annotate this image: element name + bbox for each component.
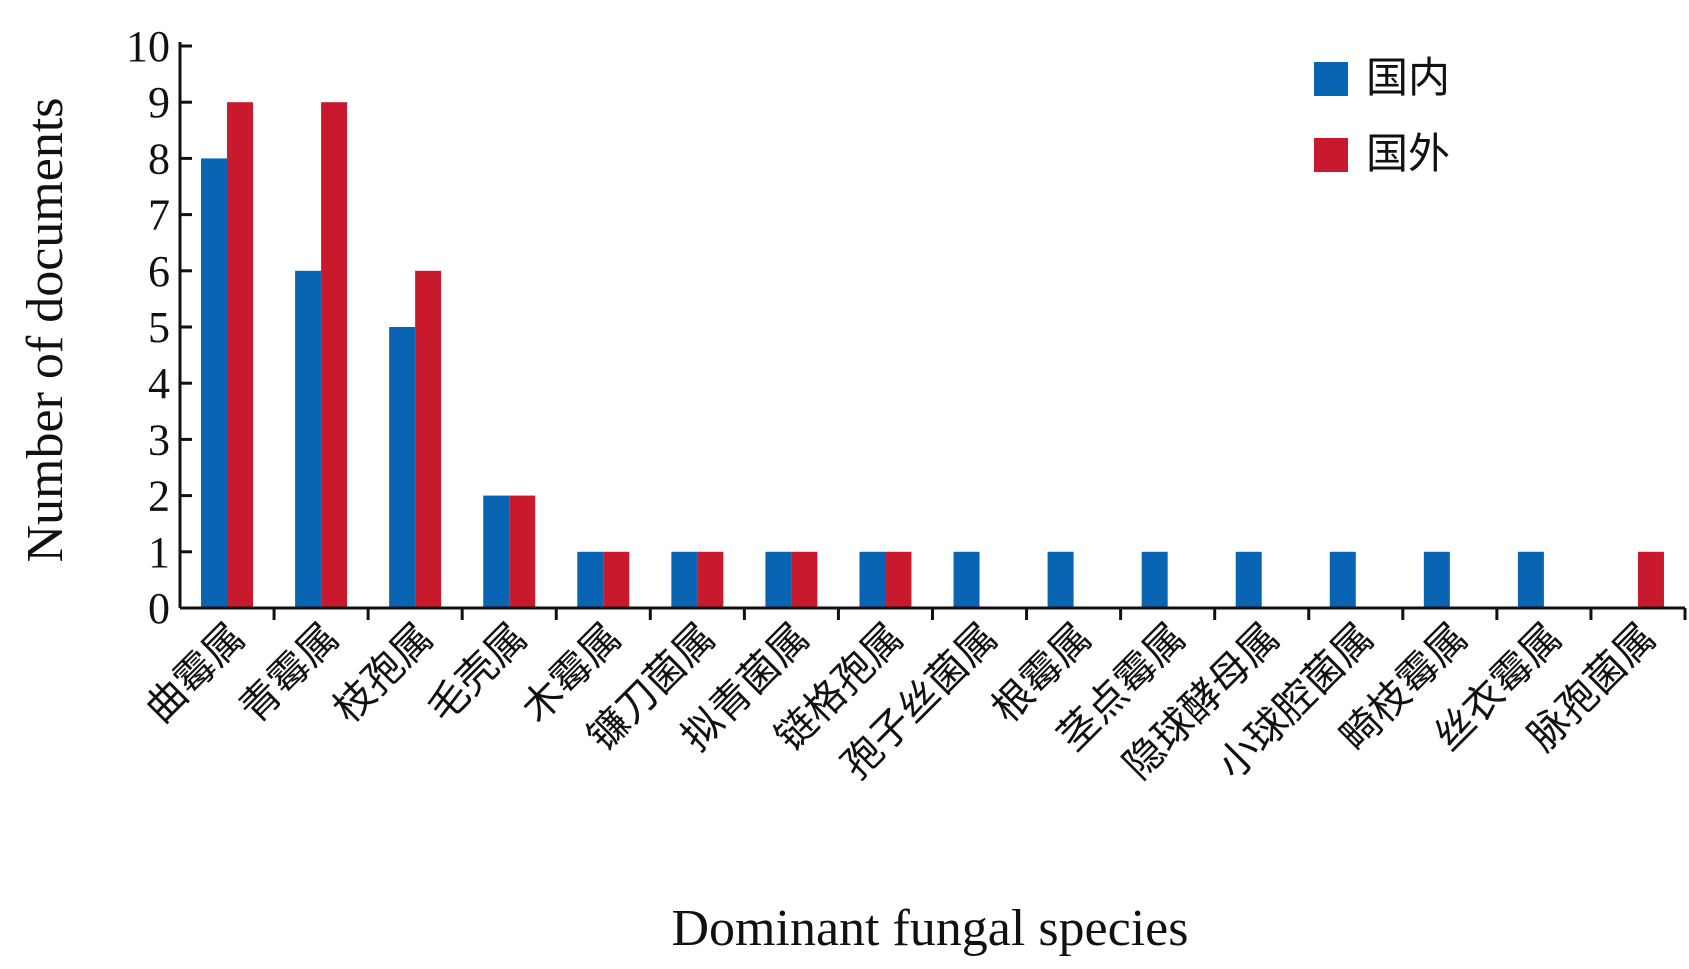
bars-layer — [201, 102, 1664, 608]
bar-series-1-cat-5 — [697, 551, 724, 608]
bar-series-0-cat-6 — [765, 551, 792, 608]
y-tick-label: 1 — [148, 528, 170, 577]
bar-series-1-cat-7 — [885, 551, 912, 608]
y-tick-label: 2 — [148, 472, 170, 521]
bar-series-0-cat-9 — [1047, 551, 1074, 608]
bar-series-0-cat-11 — [1235, 551, 1262, 608]
x-category-label: 毛壳属 — [419, 615, 536, 732]
y-tick-label: 0 — [148, 584, 170, 633]
bar-series-1-cat-3 — [509, 495, 536, 608]
y-tick-label: 4 — [148, 359, 170, 408]
x-axis-title: Dominant fungal species — [672, 900, 1189, 957]
bar-series-0-cat-12 — [1329, 551, 1356, 608]
bar-series-1-cat-15 — [1637, 551, 1664, 608]
y-tick-label: 8 — [148, 134, 170, 183]
legend-label-0: 国内 — [1366, 56, 1450, 102]
y-tick-label: 3 — [148, 415, 170, 464]
y-axis-title: Number of documents — [17, 97, 74, 562]
bar-series-0-cat-13 — [1423, 551, 1450, 608]
bar-series-0-cat-8 — [953, 551, 980, 608]
legend-label-1: 国外 — [1366, 132, 1450, 178]
y-tick-label: 6 — [148, 247, 170, 296]
x-category-label: 枝孢属 — [325, 615, 442, 732]
bar-series-0-cat-14 — [1517, 551, 1544, 608]
axes-layer — [178, 42, 1687, 620]
y-tick-label: 5 — [148, 303, 170, 352]
bar-series-1-cat-4 — [603, 551, 630, 608]
bar-series-1-cat-1 — [321, 102, 348, 608]
x-category-label: 青霉属 — [231, 615, 348, 732]
bar-series-0-cat-10 — [1141, 551, 1168, 608]
y-tick-label: 7 — [148, 191, 170, 240]
bar-series-0-cat-1 — [295, 270, 322, 608]
bar-series-0-cat-0 — [201, 158, 228, 608]
y-tick-label: 10 — [126, 22, 170, 71]
bar-series-1-cat-2 — [415, 270, 442, 608]
bar-series-1-cat-6 — [791, 551, 818, 608]
bar-series-0-cat-7 — [859, 551, 886, 608]
bar-series-0-cat-4 — [577, 551, 604, 608]
y-tick-label: 9 — [148, 78, 170, 127]
legend-swatch-1 — [1314, 138, 1348, 172]
legend-swatch-0 — [1314, 62, 1348, 96]
bar-series-1-cat-0 — [227, 102, 254, 608]
bar-series-0-cat-5 — [671, 551, 698, 608]
bar-series-0-cat-3 — [483, 495, 510, 608]
bar-series-0-cat-2 — [389, 327, 416, 608]
